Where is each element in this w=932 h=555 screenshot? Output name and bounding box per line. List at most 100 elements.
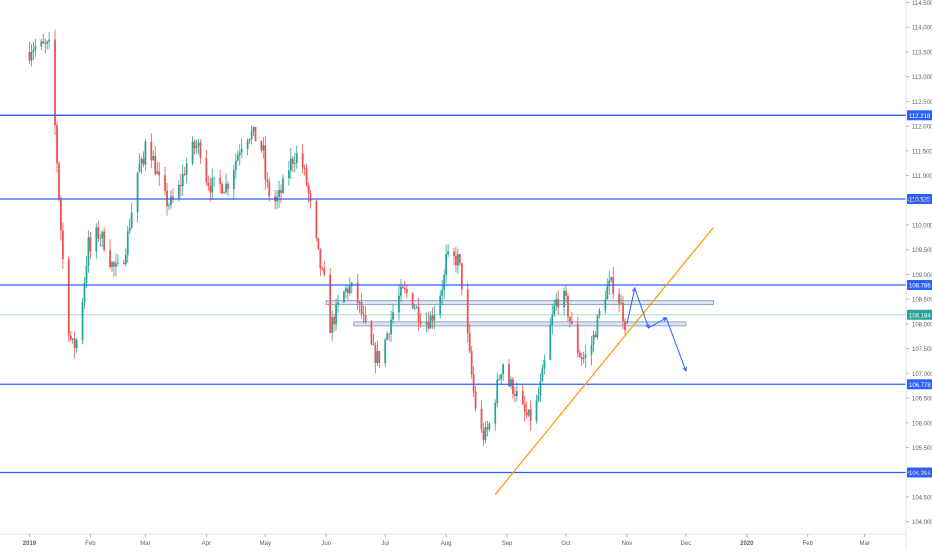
candle-down <box>468 333 471 352</box>
candle-down <box>356 282 359 303</box>
y-tick-label: 107.500 <box>912 347 932 353</box>
candle-down <box>56 125 58 164</box>
candle-up <box>234 160 237 171</box>
candle-down <box>523 403 526 413</box>
candle-down <box>431 315 434 321</box>
level-badge <box>907 467 932 478</box>
candle-up <box>582 357 585 359</box>
candle-up <box>232 170 235 190</box>
zone-box <box>353 321 687 327</box>
candle-up <box>197 142 200 146</box>
candle-up <box>252 126 255 132</box>
candle-down <box>403 288 406 290</box>
y-tick-label: 109.000 <box>912 273 932 279</box>
candle-down <box>474 391 477 409</box>
candle-down <box>221 183 223 194</box>
candle-up <box>138 163 141 173</box>
candle-down <box>321 268 324 270</box>
candle-up <box>551 314 554 326</box>
candle-up <box>494 403 497 424</box>
candle-down <box>470 351 473 375</box>
candle-down <box>291 158 294 164</box>
candle-up <box>136 172 139 213</box>
candle-up <box>425 322 428 324</box>
forecast-arrowhead <box>631 287 637 293</box>
candle-down <box>458 254 461 264</box>
y-tick-label: 105.500 <box>912 446 932 452</box>
candle-down <box>370 321 373 345</box>
candle-down <box>319 248 322 269</box>
candle-down <box>388 333 391 335</box>
last-price-badge <box>907 309 932 320</box>
candle-up <box>177 184 180 200</box>
candle-up <box>85 265 88 283</box>
candle-down <box>618 294 620 304</box>
candle-down <box>113 262 115 267</box>
candle-down <box>54 39 56 126</box>
candle-down <box>472 374 475 392</box>
candle-down <box>624 321 626 331</box>
level-label: 110.525 <box>909 198 931 204</box>
candle-down <box>69 335 72 340</box>
candle-up <box>111 262 113 267</box>
candle-up <box>535 400 538 421</box>
candle-down <box>89 237 92 252</box>
candle-down <box>466 289 469 334</box>
candle-up <box>384 339 387 363</box>
candle-down <box>578 352 581 358</box>
y-tick-label: 114.500 <box>912 1 932 7</box>
candle-up <box>213 177 216 179</box>
candle-up <box>604 299 607 311</box>
candle-up <box>386 333 389 340</box>
forecast-arrowhead <box>645 323 650 329</box>
x-tick-label: Nov <box>622 541 633 547</box>
candle-up <box>590 344 593 355</box>
candle-up <box>610 277 613 281</box>
candle-down <box>405 289 408 294</box>
candle-up <box>592 334 595 345</box>
candle-up <box>250 131 253 140</box>
candle-down <box>122 262 125 265</box>
candle-down <box>44 43 47 45</box>
candle-up <box>445 254 448 275</box>
x-tick-label: Feb <box>803 541 814 547</box>
candle-down <box>60 198 62 231</box>
candle-up <box>124 255 127 265</box>
candle-up <box>34 46 37 50</box>
candle-up <box>282 178 284 194</box>
candle-down <box>172 196 174 200</box>
candle-down <box>453 251 455 256</box>
candle-up <box>156 171 159 174</box>
candle-up <box>348 286 351 293</box>
candle-down <box>97 227 100 239</box>
candle-down <box>521 390 524 404</box>
candle-up <box>181 173 184 187</box>
candle-down <box>557 299 560 308</box>
candle-down <box>28 51 31 61</box>
x-tick-label: Jul <box>381 541 389 547</box>
candle-up <box>236 155 239 161</box>
candle-down <box>158 171 161 176</box>
candle-up <box>563 290 565 308</box>
candle-down <box>219 177 222 184</box>
candle-up <box>555 299 558 306</box>
candle-down <box>323 268 326 275</box>
candle-up <box>295 153 298 164</box>
candle-down <box>512 379 514 394</box>
x-tick-label: Mar <box>860 541 870 547</box>
candle-down <box>529 409 532 421</box>
candle-down <box>486 427 489 430</box>
candle-up <box>598 310 601 316</box>
x-tick-label: May <box>260 541 271 547</box>
candle-up <box>223 192 225 194</box>
candle-up <box>246 140 249 149</box>
x-tick-label: Sep <box>502 541 513 547</box>
forecast-group <box>626 286 687 372</box>
candle-down <box>305 167 308 185</box>
candle-up <box>287 170 290 179</box>
level-badge <box>907 194 932 205</box>
candle-up <box>99 238 102 239</box>
candle-down <box>315 201 318 238</box>
